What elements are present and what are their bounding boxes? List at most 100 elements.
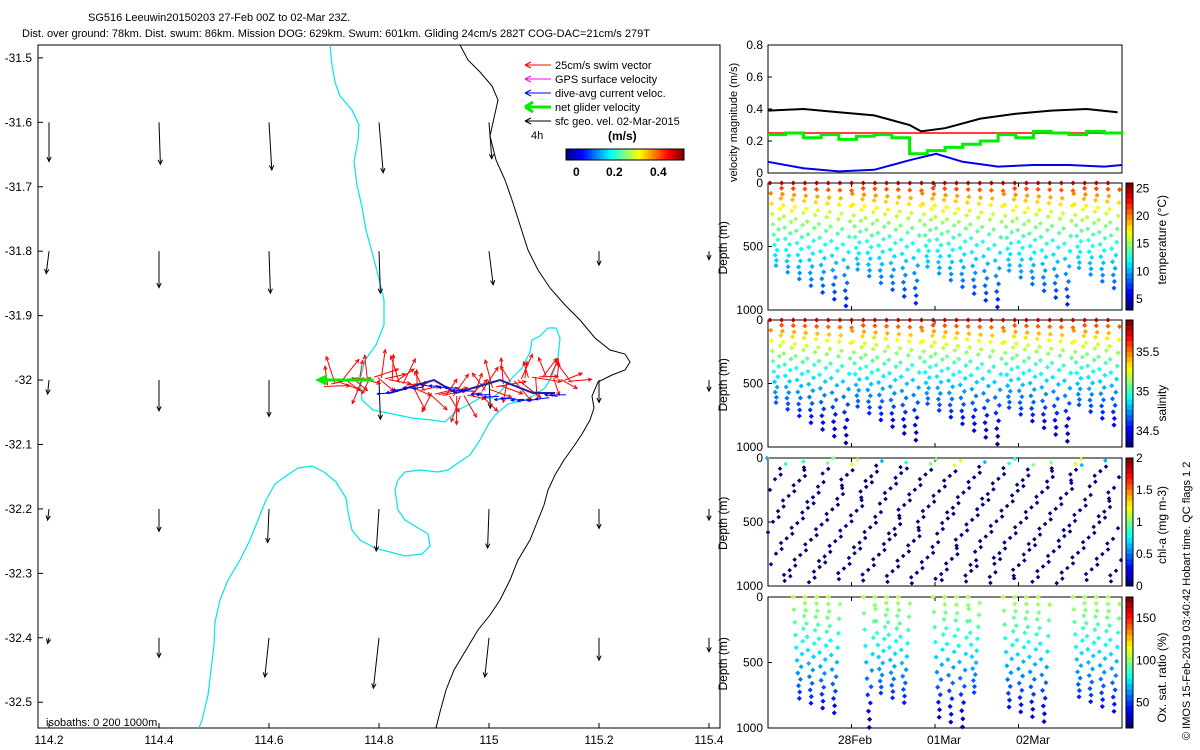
- section-point: [792, 489, 797, 494]
- section-point: [1096, 649, 1102, 655]
- section-point: [778, 540, 784, 546]
- section-point: [897, 359, 904, 366]
- section-point: [1093, 197, 1099, 203]
- section-point: [824, 337, 831, 344]
- section-point: [874, 469, 880, 474]
- section-point: [970, 666, 976, 672]
- section-colorbar-cell: [1126, 484, 1133, 491]
- section-point: [1044, 664, 1050, 670]
- section-point: [1059, 570, 1064, 575]
- speed-colorbar-cell: [634, 149, 637, 160]
- section-colorbar-cell: [1126, 198, 1133, 205]
- section-point: [1085, 374, 1091, 380]
- section-point: [1030, 579, 1035, 585]
- section-point: [1103, 223, 1109, 229]
- swim-arrow-head: [554, 357, 559, 364]
- section-point: [893, 638, 899, 644]
- section-point: [936, 488, 942, 494]
- geo-arrow-head: [373, 546, 380, 553]
- section-point: [1012, 322, 1018, 329]
- section-point: [977, 470, 983, 475]
- section-point: [1115, 526, 1121, 531]
- section-point: [930, 322, 936, 328]
- section-point: [1048, 460, 1054, 465]
- section-point: [952, 210, 958, 216]
- dac-arrow-head: [428, 384, 433, 388]
- section-point: [842, 288, 848, 294]
- speed-colorbar-cell: [588, 149, 591, 160]
- geo-arrow-head: [46, 638, 52, 645]
- section-point: [911, 538, 917, 544]
- section-point: [1051, 403, 1057, 409]
- section-point: [884, 330, 890, 336]
- date-tick-02mar: 02Mar: [1016, 733, 1050, 747]
- section-point: [1023, 317, 1029, 323]
- section-point: [1027, 669, 1033, 675]
- speed-colorbar-cell: [602, 149, 605, 160]
- section-colorbar-cell: [1126, 235, 1133, 242]
- speed-colorbar-cell: [630, 149, 633, 160]
- section-point: [1058, 338, 1064, 345]
- section-point: [1087, 484, 1092, 489]
- section-point: [863, 227, 869, 233]
- section-point: [1044, 479, 1050, 484]
- section-point: [813, 336, 819, 342]
- section-point: [1040, 274, 1046, 280]
- section-colorbar-cell: [1126, 657, 1133, 663]
- section-colorbar-cell: [1126, 367, 1133, 374]
- section-point: [801, 465, 807, 470]
- section-point: [1005, 257, 1011, 263]
- speed-colorbar-cell: [610, 149, 613, 160]
- section-point: [835, 645, 841, 651]
- section-point: [937, 707, 943, 713]
- section-point: [1041, 719, 1047, 725]
- section-point: [1082, 607, 1088, 613]
- section-point: [1108, 573, 1113, 578]
- section-point: [1011, 196, 1017, 202]
- section-point: [1105, 317, 1111, 323]
- section-point: [1007, 683, 1013, 689]
- section-point: [1101, 248, 1107, 254]
- section-point: [806, 257, 813, 263]
- section-point: [999, 219, 1005, 225]
- dive-avg-current-arrows: [376, 383, 567, 403]
- section-point: [932, 624, 938, 630]
- swim-arrow: [500, 365, 511, 383]
- speed-colorbar-cell: [568, 149, 571, 160]
- section-point: [849, 317, 855, 323]
- geo-arrow-head: [485, 543, 491, 550]
- swim-arrow-head: [499, 356, 504, 363]
- section-point: [1053, 432, 1059, 438]
- section-point: [814, 608, 820, 614]
- section-point: [946, 378, 952, 384]
- section-point: [1045, 214, 1051, 220]
- swim-arrow-head: [453, 378, 458, 384]
- section-point: [942, 594, 948, 600]
- section-point: [999, 508, 1004, 513]
- section-point: [1037, 625, 1043, 631]
- speed-colorbar-cell: [618, 149, 621, 160]
- section-point: [1074, 244, 1081, 250]
- speed-colorbar-cell: [678, 149, 681, 160]
- section-point: [825, 601, 831, 607]
- section-point: [840, 491, 846, 497]
- section-point: [942, 317, 948, 323]
- section-point: [821, 684, 827, 690]
- section-point: [912, 487, 918, 493]
- section-point: [954, 193, 960, 199]
- swim-arrow-head: [471, 372, 477, 378]
- section-point: [1047, 180, 1053, 186]
- section-colorbar-tick: 0.5: [1136, 547, 1153, 561]
- section-point: [930, 317, 936, 323]
- swim-arrow: [341, 359, 360, 381]
- section-point: [1082, 191, 1088, 197]
- section-point: [1001, 328, 1007, 334]
- section-point: [1108, 232, 1114, 239]
- speed-colorbar-cell: [598, 149, 601, 160]
- section-point: [871, 334, 877, 341]
- section-point: [891, 390, 897, 396]
- section-point: [1024, 609, 1030, 615]
- section-ytick-label: 0: [756, 313, 763, 327]
- section-point: [962, 238, 968, 244]
- section-point: [1000, 317, 1006, 323]
